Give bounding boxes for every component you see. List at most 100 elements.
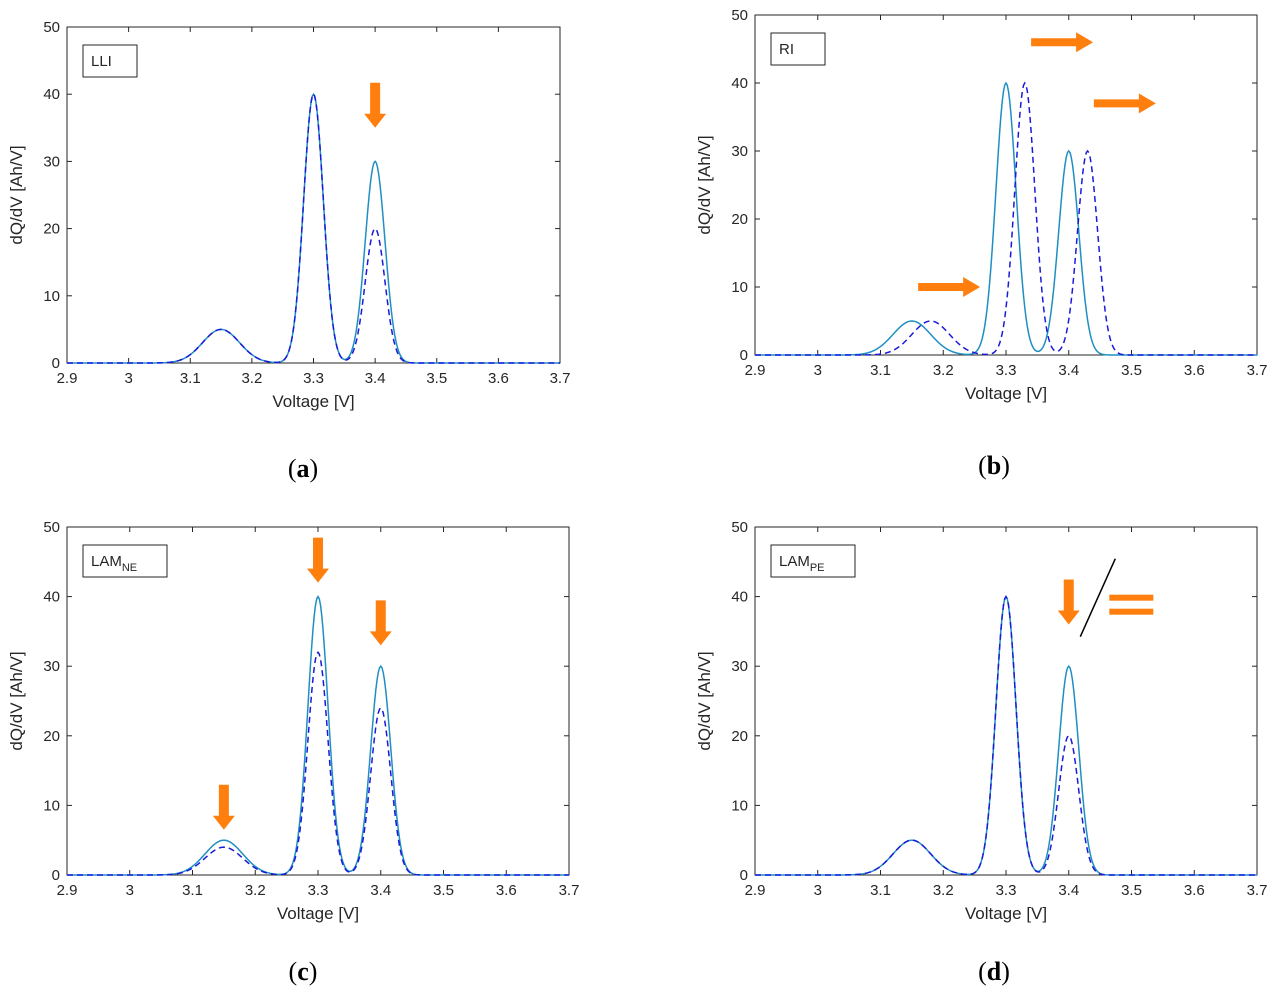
x-tick-label: 3.2 (245, 882, 266, 899)
x-tick-label: 3.3 (996, 362, 1017, 379)
caption-open-paren: ( (288, 454, 297, 483)
y-tick-label: 30 (43, 153, 60, 170)
x-tick-label: 3 (124, 370, 132, 387)
panel-label-subscript: NE (122, 562, 137, 574)
caption-close-paren: ) (309, 957, 318, 986)
x-tick-label: 3.1 (180, 370, 201, 387)
caption-letter: a (297, 454, 310, 483)
y-tick-label: 0 (52, 867, 60, 884)
y-tick-label: 50 (731, 7, 748, 24)
x-tick-label: 3.7 (1247, 882, 1268, 899)
panel-label-text: RI (779, 41, 794, 58)
caption-close-paren: ) (1001, 451, 1010, 480)
y-tick-label: 10 (43, 288, 60, 305)
panel-label-subscript: PE (810, 562, 825, 574)
x-tick-label: 3.6 (1184, 362, 1205, 379)
panel-label-main: LAM (779, 553, 810, 570)
panel-label-main: LAM (91, 553, 122, 570)
y-tick-label: 30 (43, 658, 60, 675)
y-tick-label: 40 (43, 589, 60, 606)
x-tick-label: 3.3 (303, 370, 324, 387)
arrow-down-icon (1057, 579, 1080, 625)
panel-label-main: RI (779, 41, 794, 58)
x-tick-label: 3.1 (870, 882, 891, 899)
series-line-reference (755, 81, 1257, 356)
y-tick-label: 50 (43, 519, 60, 536)
x-tick-label: 3.4 (1058, 362, 1079, 379)
y-tick-label: 40 (731, 589, 748, 606)
x-tick-label: 3.5 (433, 882, 454, 899)
x-tick-label: 3.7 (1247, 362, 1268, 379)
x-tick-label: 2.9 (57, 882, 78, 899)
equals-bar-top-icon (1109, 594, 1154, 601)
arrow-down-icon (212, 784, 235, 830)
caption-close-paren: ) (310, 454, 319, 483)
x-tick-label: 3 (814, 362, 822, 379)
panel-label-box (82, 544, 168, 578)
series-line-degraded (755, 595, 1257, 876)
panel-label-text: LLI (91, 53, 112, 70)
x-tick-label: 3.6 (496, 882, 517, 899)
x-axis-label: Voltage [V] (277, 904, 359, 923)
y-tick-label: 30 (731, 658, 748, 675)
y-tick-label: 20 (43, 728, 60, 745)
y-tick-label: 20 (731, 728, 748, 745)
y-tick-label: 10 (43, 797, 60, 814)
y-tick-label: 40 (43, 86, 60, 103)
panel-caption: (a) (288, 454, 318, 483)
arrow-down-icon (364, 82, 387, 128)
y-axis-label: dQ/dV [Ah/V] (7, 651, 26, 750)
panel-label-text: LAMPE (779, 553, 825, 574)
y-tick-label: 30 (731, 143, 748, 160)
equals-bar-bottom-icon (1109, 608, 1154, 615)
y-tick-label: 10 (731, 279, 748, 296)
x-tick-label: 3.6 (1184, 882, 1205, 899)
plot-area-frame (754, 526, 1258, 876)
x-tick-label: 3.5 (1121, 882, 1142, 899)
caption-letter: c (297, 957, 309, 986)
x-tick-label: 3.7 (559, 882, 580, 899)
chart-panel-b: 2.9 3 3.1 3.2 3.3 3.4 3.5 3.6 3.7 0 10 20 30 40 50 Volt… (695, 7, 1267, 480)
arrow-down-icon (307, 537, 329, 583)
panel-label-main: LLI (91, 53, 112, 70)
panel-caption: (b) (978, 451, 1010, 480)
x-tick-label: 3.1 (182, 882, 203, 899)
slash-mark-icon (1079, 558, 1116, 637)
series-line-degraded (67, 650, 569, 876)
panel-label-text: LAMNE (91, 553, 137, 574)
caption-open-paren: ( (978, 451, 987, 480)
x-tick-label: 2.9 (745, 882, 766, 899)
x-tick-label: 3.2 (241, 370, 262, 387)
x-tick-label: 3.4 (365, 370, 386, 387)
y-tick-label: 20 (731, 211, 748, 228)
panel-label-box (770, 544, 856, 578)
y-tick-label: 50 (731, 519, 748, 536)
series-line-degraded (755, 81, 1257, 356)
caption-open-paren: ( (978, 957, 987, 986)
arrow-right-icon (918, 277, 981, 297)
y-axis-label: dQ/dV [Ah/V] (7, 145, 26, 244)
x-axis-label: Voltage [V] (272, 392, 354, 411)
panel-label-box (82, 44, 138, 78)
x-axis-label: Voltage [V] (965, 904, 1047, 923)
caption-close-paren: ) (1001, 957, 1010, 986)
plot-area-frame (66, 26, 561, 364)
x-tick-label: 3.6 (488, 370, 509, 387)
x-tick-label: 3.4 (1058, 882, 1079, 899)
arrow-down-icon (369, 600, 392, 646)
caption-open-paren: ( (289, 957, 298, 986)
x-tick-label: 3.4 (370, 882, 391, 899)
y-tick-label: 40 (731, 75, 748, 92)
panel-label-box (770, 32, 826, 66)
x-tick-label: 3 (126, 882, 134, 899)
x-tick-label: 3.1 (870, 362, 891, 379)
x-tick-label: 3.5 (1121, 362, 1142, 379)
y-axis-label: dQ/dV [Ah/V] (695, 135, 714, 234)
x-tick-label: 3.2 (933, 362, 954, 379)
x-tick-label: 2.9 (57, 370, 78, 387)
chart-panel-d: 2.9 3 3.1 3.2 3.3 3.4 3.5 3.6 3.7 0 10 20 30 40 50 Volt… (695, 519, 1267, 986)
series-line-reference (67, 92, 560, 364)
series-line-reference (67, 595, 569, 876)
caption-letter: d (987, 957, 1002, 986)
